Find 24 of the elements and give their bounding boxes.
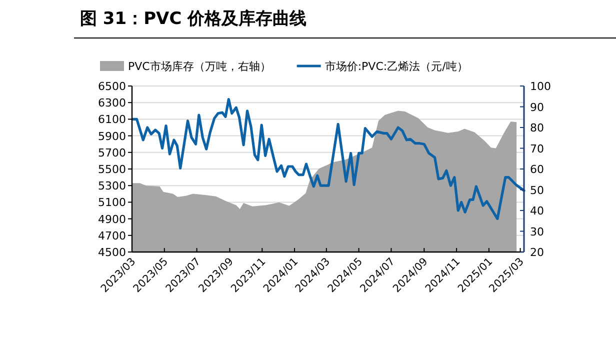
y2-tick-label: 90 bbox=[530, 100, 544, 114]
y2-tick-label: 40 bbox=[530, 204, 544, 218]
y-tick-label: 5900 bbox=[98, 130, 126, 143]
y2-tick-label: 30 bbox=[530, 225, 544, 238]
y-tick-label: 5300 bbox=[98, 180, 126, 193]
y-tick-label: 4900 bbox=[98, 212, 126, 226]
y-tick-label: 5700 bbox=[98, 146, 126, 160]
legend-label: PVC市场库存（万吨，右轴） bbox=[128, 60, 271, 73]
y2-tick-label: 20 bbox=[530, 246, 544, 259]
line-series bbox=[131, 98, 526, 220]
y-tick-label: 4700 bbox=[98, 229, 126, 242]
chart-title: 图 31：PVC 价格及库存曲线 bbox=[80, 9, 307, 29]
legend-label: 市场价:PVC:乙烯法（元/吨） bbox=[324, 60, 468, 73]
y-tick-label: 5500 bbox=[98, 163, 126, 176]
y-tick-label: 6300 bbox=[98, 96, 126, 110]
y-tick-label: 4500 bbox=[98, 246, 126, 259]
y2-tick-label: 80 bbox=[530, 122, 544, 134]
y2-tick-label: 100 bbox=[530, 80, 551, 93]
y2-tick-label: 60 bbox=[530, 163, 544, 176]
y-tick-label: 6100 bbox=[98, 113, 126, 126]
y-tick-label: 5100 bbox=[98, 196, 126, 210]
y-tick-label: 6500 bbox=[98, 80, 126, 93]
y2-tick-label: 50 bbox=[530, 184, 544, 197]
y2-tick-label: 70 bbox=[530, 142, 544, 156]
